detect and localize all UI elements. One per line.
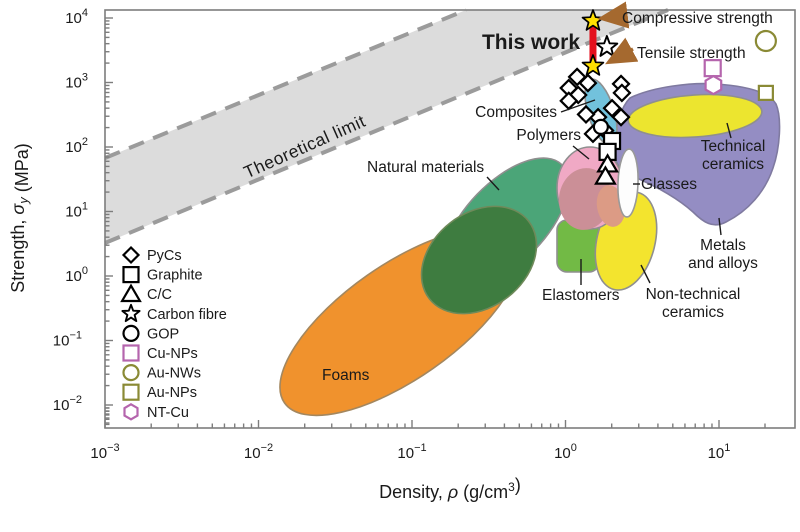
this-work-annotation: This work Compressive strength Tensile str… bbox=[482, 1, 773, 76]
compressive-strength-callout: Compressive strength bbox=[622, 10, 773, 27]
marker-au-nws bbox=[754, 29, 777, 53]
legend: PyCs Graphite C/C Carbon fibre GOP Cu-NPs Au-N… bbox=[120, 245, 227, 421]
marker-cu-nps bbox=[703, 59, 722, 78]
plot-frame bbox=[104, 9, 796, 429]
marker-pycs bbox=[612, 83, 632, 103]
y-tick-label: 10−1 bbox=[53, 330, 82, 350]
x-tick-label: 100 bbox=[554, 442, 577, 462]
label-natural-materials: Natural materials bbox=[367, 159, 484, 176]
label-polymers: Polymers bbox=[516, 127, 581, 144]
tensile-arrow bbox=[605, 37, 639, 65]
label-non-technical-ceramics: ceramics bbox=[662, 304, 724, 321]
label-metals-and-alloys: and alloys bbox=[688, 255, 758, 272]
tensile-strength-callout: Tensile strength bbox=[637, 45, 746, 62]
tensile-strength-star bbox=[581, 54, 605, 76]
legend-label-cu-nps: Cu-NPs bbox=[147, 346, 198, 362]
marker-pycs bbox=[602, 98, 622, 118]
label-composites: Composites bbox=[475, 104, 557, 121]
data-markers bbox=[559, 29, 777, 185]
axis-labels: Density, ρ (g/cm3) Strength, σy (MPa) bbox=[8, 143, 521, 502]
legend-label-graphite: Graphite bbox=[147, 268, 203, 284]
label-technical-ceramics: Technical bbox=[701, 138, 766, 155]
marker-gop bbox=[592, 118, 609, 135]
y-axis-title: Strength, σy (MPa) bbox=[8, 143, 32, 292]
marker-nt-cu bbox=[704, 74, 723, 96]
x-tick-label: 10−1 bbox=[397, 442, 426, 462]
band-upper-dashed-line bbox=[104, 8, 467, 160]
pointer-natural-materials bbox=[486, 176, 500, 191]
legend-icon-pycs bbox=[121, 245, 141, 265]
pointer-composites bbox=[560, 99, 596, 113]
x-tick-label: 10−2 bbox=[244, 442, 273, 462]
legend-icon-cu-nps bbox=[122, 344, 140, 362]
frame-rect bbox=[104, 9, 796, 429]
label-metals-and-alloys: Metals bbox=[700, 237, 746, 254]
y-tick-label: 10−2 bbox=[53, 394, 82, 414]
label-foams: Foams bbox=[322, 367, 370, 384]
y-tick-label: 102 bbox=[65, 136, 88, 156]
legend-label-nt-cu: NT-Cu bbox=[147, 405, 189, 421]
axis-ticks bbox=[104, 17, 766, 428]
label-non-technical-ceramics: Non-technical bbox=[646, 286, 741, 303]
legend-label-c-c: C/C bbox=[147, 287, 172, 303]
legend-icon-graphite bbox=[122, 266, 140, 284]
legend-label-carbon-fibre: Carbon fibre bbox=[147, 307, 227, 323]
legend-icon-au-nps bbox=[122, 383, 140, 401]
marker-au-nps bbox=[757, 84, 774, 101]
legend-label-au-nps: Au-NPs bbox=[147, 385, 197, 401]
legend-icon-c-c bbox=[120, 283, 142, 303]
marker-pycs bbox=[576, 104, 596, 124]
pointer-metals-and-alloys bbox=[718, 217, 722, 236]
legend-label-au-nws: Au-NWs bbox=[147, 366, 201, 382]
label-glasses: Glasses bbox=[641, 176, 697, 193]
pointer-technical-ceramics bbox=[726, 122, 732, 139]
compressive-arrow bbox=[597, 1, 630, 29]
legend-icon-au-nws bbox=[122, 364, 140, 382]
pointer-polymers bbox=[572, 145, 590, 160]
marker-pycs bbox=[611, 107, 631, 127]
y-tick-label: 104 bbox=[65, 7, 88, 27]
legend-label-pycs: PyCs bbox=[147, 248, 182, 264]
legend-icon-nt-cu bbox=[123, 403, 139, 421]
y-tick-label: 103 bbox=[65, 72, 88, 92]
pointer-non-technical-ceramics bbox=[640, 264, 651, 284]
this-work-bar bbox=[589, 20, 597, 67]
legend-label-gop: GOP bbox=[147, 326, 179, 342]
x-tick-label: 101 bbox=[708, 442, 731, 462]
y-tick-label: 100 bbox=[65, 265, 88, 285]
marker-c-c bbox=[594, 165, 617, 185]
region-natural-materials bbox=[420, 205, 538, 315]
this-work-label: This work bbox=[482, 31, 580, 54]
legend-icon-carbon-fibre bbox=[121, 303, 141, 323]
label-elastomers: Elastomers bbox=[542, 287, 620, 304]
label-technical-ceramics: ceramics bbox=[702, 156, 764, 173]
legend-icon-gop bbox=[122, 324, 140, 342]
y-tick-label: 101 bbox=[65, 201, 88, 221]
band-lower-dashed-line bbox=[104, 8, 669, 245]
marker-pycs bbox=[578, 73, 598, 93]
x-tick-label: 10−3 bbox=[90, 442, 119, 462]
x-axis-title: Density, ρ (g/cm3) bbox=[379, 475, 521, 502]
